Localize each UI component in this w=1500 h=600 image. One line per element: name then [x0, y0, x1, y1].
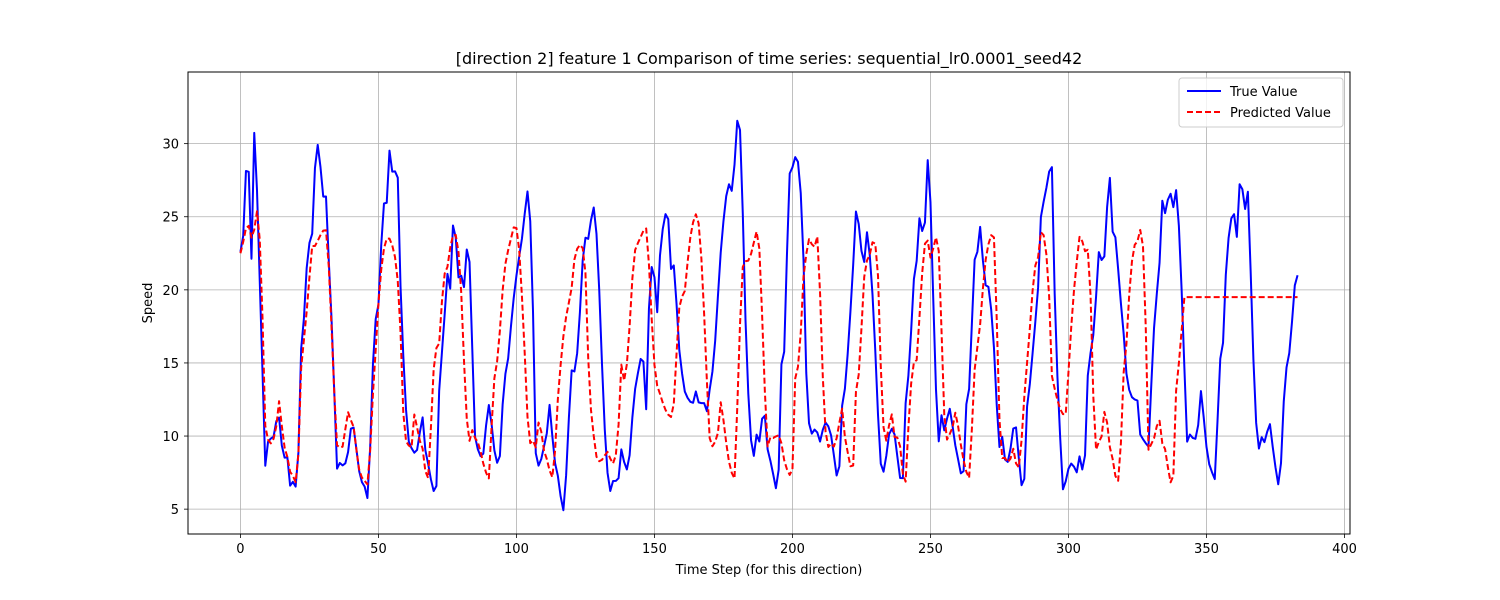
y-tick-label: 10 — [162, 430, 179, 445]
legend-true-label: True Value — [1229, 85, 1297, 100]
x-tick-label: 150 — [642, 542, 667, 557]
series-layer — [239, 119, 1299, 512]
x-tick-label: 50 — [370, 542, 387, 557]
x-axis-title: Time Step (for this direction) — [675, 563, 863, 578]
ticks: 0 50 100 150 200 250 300 350 400 5 10 15 20 25 30 — [162, 138, 1356, 557]
y-tick-label: 25 — [162, 211, 179, 226]
x-tick-label: 200 — [780, 542, 805, 557]
legend: True Value Predicted Value — [1178, 77, 1344, 128]
x-tick-label: 250 — [918, 542, 943, 557]
y-tick-label: 5 — [171, 503, 179, 518]
x-tick-label: 300 — [1056, 542, 1081, 557]
x-tick-label: 100 — [504, 542, 529, 557]
plot-frame — [187, 71, 1351, 535]
chart-title: [direction 2] feature 1 Comparison of ti… — [456, 49, 1083, 69]
predicted-value-line — [239, 210, 1298, 486]
true-value-line — [239, 119, 1299, 512]
y-tick-label: 20 — [162, 284, 179, 299]
grid — [188, 72, 1350, 534]
y-tick-label: 30 — [162, 138, 179, 153]
x-tick-label: 400 — [1332, 542, 1357, 557]
x-tick-label: 350 — [1194, 542, 1219, 557]
legend-predicted-label: Predicted Value — [1230, 106, 1331, 121]
y-axis-title: Speed — [141, 283, 156, 324]
y-tick-label: 15 — [162, 357, 179, 372]
x-tick-label: 0 — [236, 542, 244, 557]
